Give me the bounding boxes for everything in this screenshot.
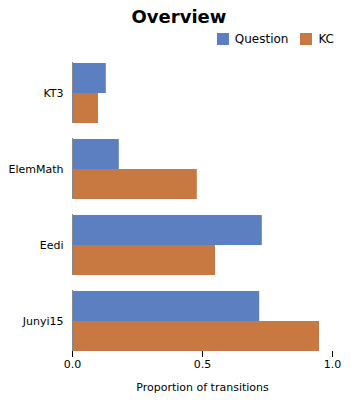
svg-text:ElemMath: ElemMath (8, 163, 63, 176)
svg-text:KT3: KT3 (43, 87, 63, 100)
svg-text:Eedi: Eedi (40, 239, 64, 252)
svg-text:Proportion of transitions: Proportion of transitions (136, 381, 269, 394)
svg-text:0.0: 0.0 (64, 358, 82, 371)
html-text:KC: KC (318, 32, 334, 46)
html-text:Question: Question (234, 32, 289, 46)
svg-text:Junyi15: Junyi15 (22, 315, 64, 328)
html-text:Overview: Overview (131, 6, 227, 27)
svg-text:1.0: 1.0 (324, 358, 342, 371)
svg-text:0.5: 0.5 (194, 358, 212, 371)
